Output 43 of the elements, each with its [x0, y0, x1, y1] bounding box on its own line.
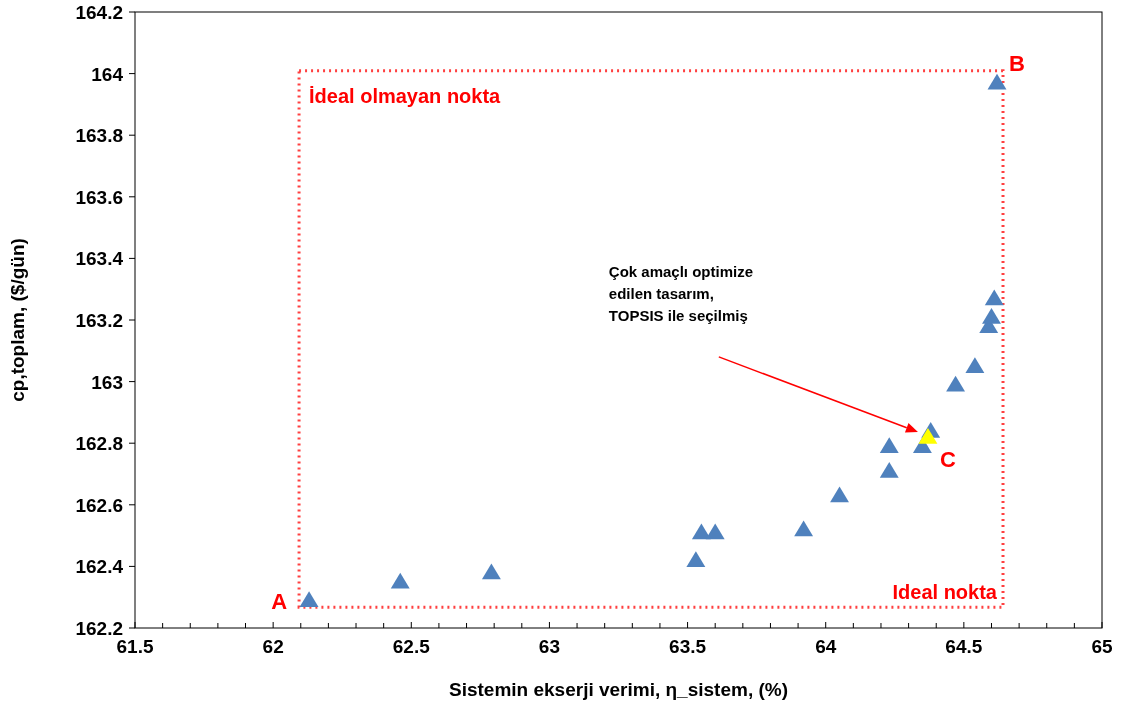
point	[299, 591, 319, 608]
point	[946, 375, 966, 392]
point	[686, 551, 706, 567]
y-tick-label: 163	[91, 371, 123, 393]
x-tick-label: 62.5	[392, 636, 431, 657]
point	[984, 289, 1004, 306]
y-tick-label: 164	[91, 63, 124, 85]
annotation: İdeal olmayan nokta	[309, 84, 502, 107]
annotation: A	[271, 589, 288, 615]
point	[390, 572, 410, 589]
x-tick-label: 62	[262, 636, 284, 657]
x-tick-label: 63.5	[669, 636, 707, 657]
x-axis-title: Sistemin ekserji verimi, η_sistem, (%)	[449, 679, 788, 700]
annotation: C	[939, 447, 956, 473]
x-tick-label: 65	[1091, 636, 1113, 657]
point	[879, 461, 899, 478]
point	[965, 357, 985, 373]
point	[918, 428, 938, 444]
y-tick-label: 163.6	[75, 186, 123, 208]
y-axis-title: cp,toplam, ($/gün)	[7, 238, 28, 402]
point	[830, 486, 849, 503]
point	[879, 437, 899, 454]
x-tick-label: 63	[538, 636, 560, 657]
y-tick-label: 163.2	[75, 310, 123, 331]
annotation: B	[1009, 50, 1025, 76]
point	[705, 523, 725, 540]
y-tick-label: 163.8	[75, 125, 123, 147]
point	[987, 73, 1007, 90]
y-tick-label: 162.8	[75, 433, 123, 455]
point	[794, 520, 814, 537]
y-tick-label: 162.6	[75, 494, 123, 516]
annotation: Çok amaçlı optimize edilen tasarım, TOPSIS ile seçilmiş	[608, 262, 754, 324]
x-tick-label: 64.5	[945, 636, 983, 657]
x-tick-label: 61.5	[116, 636, 154, 657]
point	[982, 307, 1001, 324]
point	[481, 563, 501, 580]
y-tick-label: 162.4	[75, 556, 124, 578]
y-tick-label: 163.4	[75, 248, 124, 270]
y-tick-label: 164.2	[75, 2, 123, 23]
y-tick-label: 162.2	[75, 618, 123, 639]
annotation: Ideal nokta	[892, 581, 998, 604]
point	[691, 523, 711, 540]
x-tick-label: 64	[815, 636, 837, 657]
